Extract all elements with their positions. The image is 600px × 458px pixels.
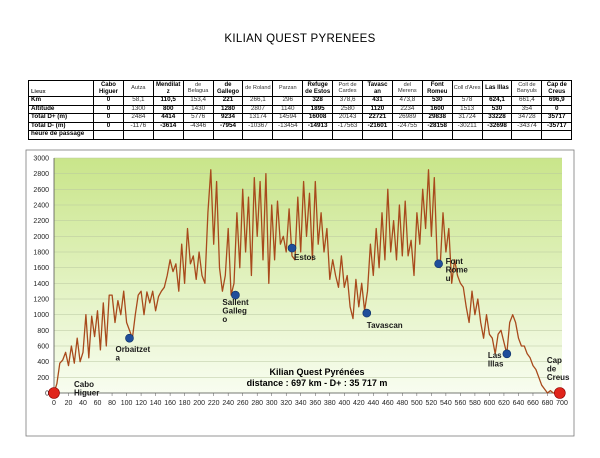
column-header: de Gallego [212, 80, 244, 97]
column-header: de Roland [242, 80, 274, 97]
table-header-row: Lieux Cabo Higuer Autza Mendilat z de Belagu… [28, 80, 573, 97]
x-tick-label: 700 [556, 400, 568, 407]
waypoint-markers: Cabo Higuer Orbaitzet a Sallent Galleg o Estos T… [48, 243, 570, 399]
waypoint-marker [434, 259, 443, 269]
x-tick-label: 600 [484, 400, 496, 407]
y-tick-label: 800 [37, 328, 49, 335]
x-tick-label: 340 [295, 400, 307, 407]
table-row: heure de passage [28, 130, 573, 140]
y-tick-label: 2800 [33, 171, 49, 178]
x-tick-label: 320 [280, 400, 292, 407]
waypoint-label: Orbaitzet a [115, 345, 150, 363]
header-lieux: Lieux [28, 80, 94, 97]
x-tick-label: 660 [527, 400, 539, 407]
y-tick-label: 1600 [33, 265, 49, 272]
x-tick-label: 80 [108, 400, 116, 407]
x-tick-label: 540 [440, 400, 452, 407]
waypoint-label: Font Rome u [446, 257, 469, 283]
table-cell [541, 130, 573, 140]
y-tick-label: 2000 [33, 234, 49, 241]
x-tick-label: 260 [237, 400, 249, 407]
y-tick-label: 1000 [33, 312, 49, 319]
x-tick-label: 620 [498, 400, 510, 407]
x-tick-label: 480 [396, 400, 408, 407]
waypoint-label: Sallent Galleg o [222, 298, 249, 324]
x-axis: 0 20 40 60 80 100 120 140 160 180 200 220 240 260 280 3… [52, 392, 568, 407]
y-tick-label: 600 [37, 344, 49, 351]
plot-area [54, 158, 562, 393]
waypoint-marker [362, 308, 372, 318]
x-tick-label: 40 [79, 400, 87, 407]
waypoint-marker [231, 290, 240, 300]
grid [54, 157, 562, 394]
y-tick-label: 200 [37, 375, 49, 382]
waypoint-label: Estos [294, 253, 316, 262]
x-tick-label: 280 [251, 400, 263, 407]
waypoint-marker [502, 349, 512, 359]
column-header: Cap de Creus [541, 80, 573, 97]
x-tick-label: 360 [309, 400, 321, 407]
x-tick-label: 380 [324, 400, 336, 407]
row-label: heure de passage [28, 130, 94, 140]
x-tick-label: 60 [94, 400, 102, 407]
x-tick-label: 180 [179, 400, 191, 407]
column-header: Autza [122, 80, 154, 97]
page-title: KILIAN QUEST PYRENEES [224, 33, 376, 45]
column-header: Coll de Banyuls [511, 80, 543, 97]
column-header: Coll d'Ares [451, 80, 483, 97]
x-tick-label: 140 [150, 400, 162, 407]
x-tick-label: 440 [367, 400, 379, 407]
table-row: Altitude 0 1300 800 1430 1280 2807 1140 1895 2580… [28, 104, 573, 114]
chart-title: Kilian Quest Pyrénées [269, 367, 364, 377]
x-tick-label: 520 [426, 400, 438, 407]
y-tick-label: 0 [45, 391, 49, 398]
x-tick-label: 160 [164, 400, 176, 407]
x-tick-label: 460 [382, 400, 394, 407]
x-tick-label: 220 [208, 400, 220, 407]
x-tick-label: 120 [135, 400, 147, 407]
x-tick-label: 560 [455, 400, 467, 407]
y-tick-label: 3000 [33, 156, 49, 163]
x-tick-label: 300 [266, 400, 278, 407]
x-tick-label: 0 [52, 400, 56, 407]
y-axis: 0 200 400 600 800 1000 1200 1400 1600 1800 2000 220… [33, 156, 55, 398]
x-tick-label: 20 [65, 400, 73, 407]
endpoint-marker [48, 387, 60, 399]
column-header: Port de Cardes [332, 80, 364, 97]
waypoint-label: Tavascan [367, 321, 403, 330]
x-tick-label: 420 [353, 400, 365, 407]
waypoint-marker [125, 333, 134, 343]
x-tick-label: 680 [542, 400, 554, 407]
y-tick-label: 1800 [33, 250, 49, 257]
waypoint-label: Las Illas [488, 351, 504, 369]
y-tick-label: 2400 [33, 203, 49, 210]
x-tick-label: 500 [411, 400, 423, 407]
endpoint-marker [554, 387, 566, 399]
y-tick-label: 1400 [33, 281, 49, 288]
waypoint-label: Cap de Creus [547, 356, 570, 382]
elevation-profile-line [53, 169, 560, 394]
y-tick-label: 2600 [33, 187, 49, 194]
y-tick-label: 1200 [33, 297, 49, 304]
waypoint-label: Cabo Higuer [74, 380, 99, 398]
x-tick-label: 400 [338, 400, 350, 407]
x-tick-label: 640 [513, 400, 525, 407]
y-tick-label: 2200 [33, 218, 49, 225]
x-tick-label: 200 [193, 400, 205, 407]
waypoint-marker [287, 243, 297, 253]
y-tick-label: 400 [37, 359, 49, 366]
x-tick-label: 240 [222, 400, 234, 407]
x-tick-label: 580 [469, 400, 481, 407]
x-tick-label: 100 [121, 400, 133, 407]
chart-subtitle: distance : 697 km - D+ : 35 717 m [247, 378, 388, 388]
stage-table: Lieux Cabo Higuer Autza Mendilat z de Belagu… [28, 80, 573, 140]
